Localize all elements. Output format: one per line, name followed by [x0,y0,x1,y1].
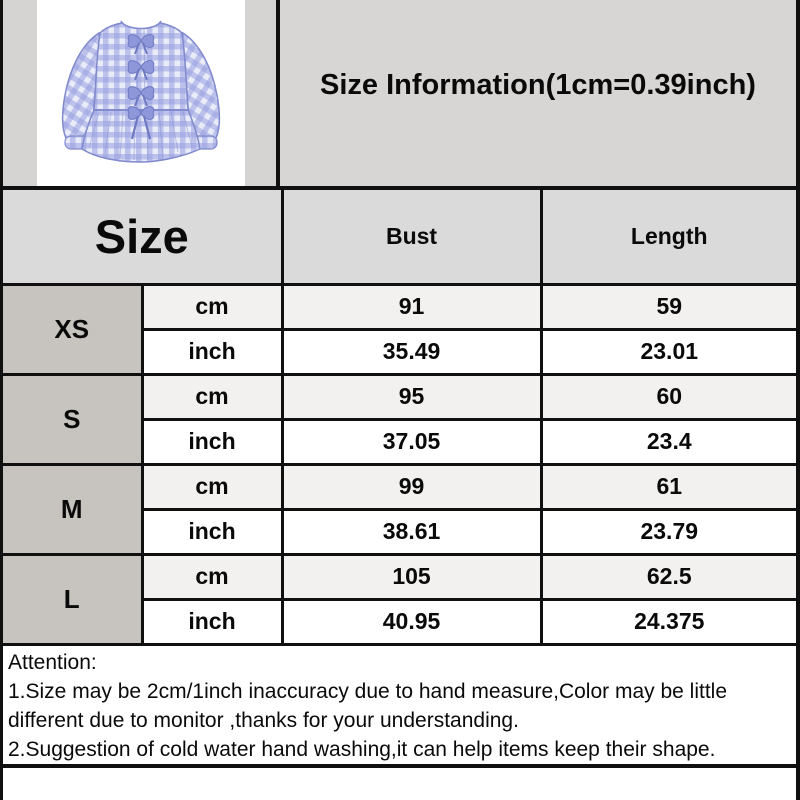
blouse-illustration [61,17,221,163]
size-label-m: M [3,462,144,556]
attention-section: Attention: 1.Size may be 2cm/1inch inacc… [3,645,796,768]
unit-label-cm: cm [140,552,284,601]
bust-xs-inch: 35.49 [280,327,543,376]
length-m-cm: 61 [539,462,796,511]
size-table: Size Bust Length XS cm 91 59 inch 35.49 … [3,190,796,646]
column-header-length: Length [539,190,796,286]
length-l-inch: 24.375 [539,597,796,646]
table-row-s-inch: inch 37.05 23.4 [3,417,796,466]
size-label-s: S [3,372,144,466]
length-xs-cm: 59 [539,282,796,331]
bust-xs-cm: 91 [280,282,543,331]
table-row-l-cm: L cm 105 62.5 [3,552,796,646]
length-xs-inch: 23.01 [539,327,796,376]
table-row-xs-inch: inch 35.49 23.01 [3,327,796,376]
unit-label-cm: cm [140,462,284,511]
attention-note-2: 2.Suggestion of cold water hand washing,… [8,737,716,761]
unit-label-inch: inch [142,327,284,376]
length-l-cm: 62.5 [539,552,796,601]
table-row-s-cm: S cm 95 60 [3,372,796,466]
bust-s-inch: 37.05 [280,417,543,466]
length-s-inch: 23.4 [539,417,796,466]
unit-label-inch: inch [142,417,284,466]
bust-l-cm: 105 [280,552,543,601]
bust-m-cm: 99 [280,462,543,511]
attention-note-1: 1.Size may be 2cm/1inch inaccuracy due t… [8,679,728,732]
table-row-m-inch: inch 38.61 23.79 [3,507,796,556]
length-m-inch: 23.79 [539,507,796,556]
page-title: Size Information(1cm=0.39inch) [320,68,756,101]
unit-label-cm: cm [140,372,284,421]
unit-label-cm: cm [140,282,284,331]
unit-label-inch: inch [142,597,284,646]
table-row-l-inch: inch 40.95 24.375 [3,597,796,646]
column-header-size: Size [3,190,284,286]
product-image-cell [3,0,280,186]
table-row-xs-cm: XS cm 91 59 [3,282,796,376]
product-image [37,0,245,186]
unit-label-inch: inch [142,507,284,556]
length-s-cm: 60 [539,372,796,421]
bust-l-inch: 40.95 [280,597,543,646]
size-label-l: L [3,552,144,646]
top-section: Size Information(1cm=0.39inch) [3,0,796,190]
column-header-bust: Bust [280,190,543,286]
table-header-row: Size Bust Length [3,190,796,286]
bust-s-cm: 95 [280,372,543,421]
title-cell: Size Information(1cm=0.39inch) [280,0,796,186]
size-label-xs: XS [3,282,144,376]
table-row-m-cm: M cm 99 61 [3,462,796,556]
attention-heading: Attention: [8,650,97,674]
bust-m-inch: 38.61 [280,507,543,556]
